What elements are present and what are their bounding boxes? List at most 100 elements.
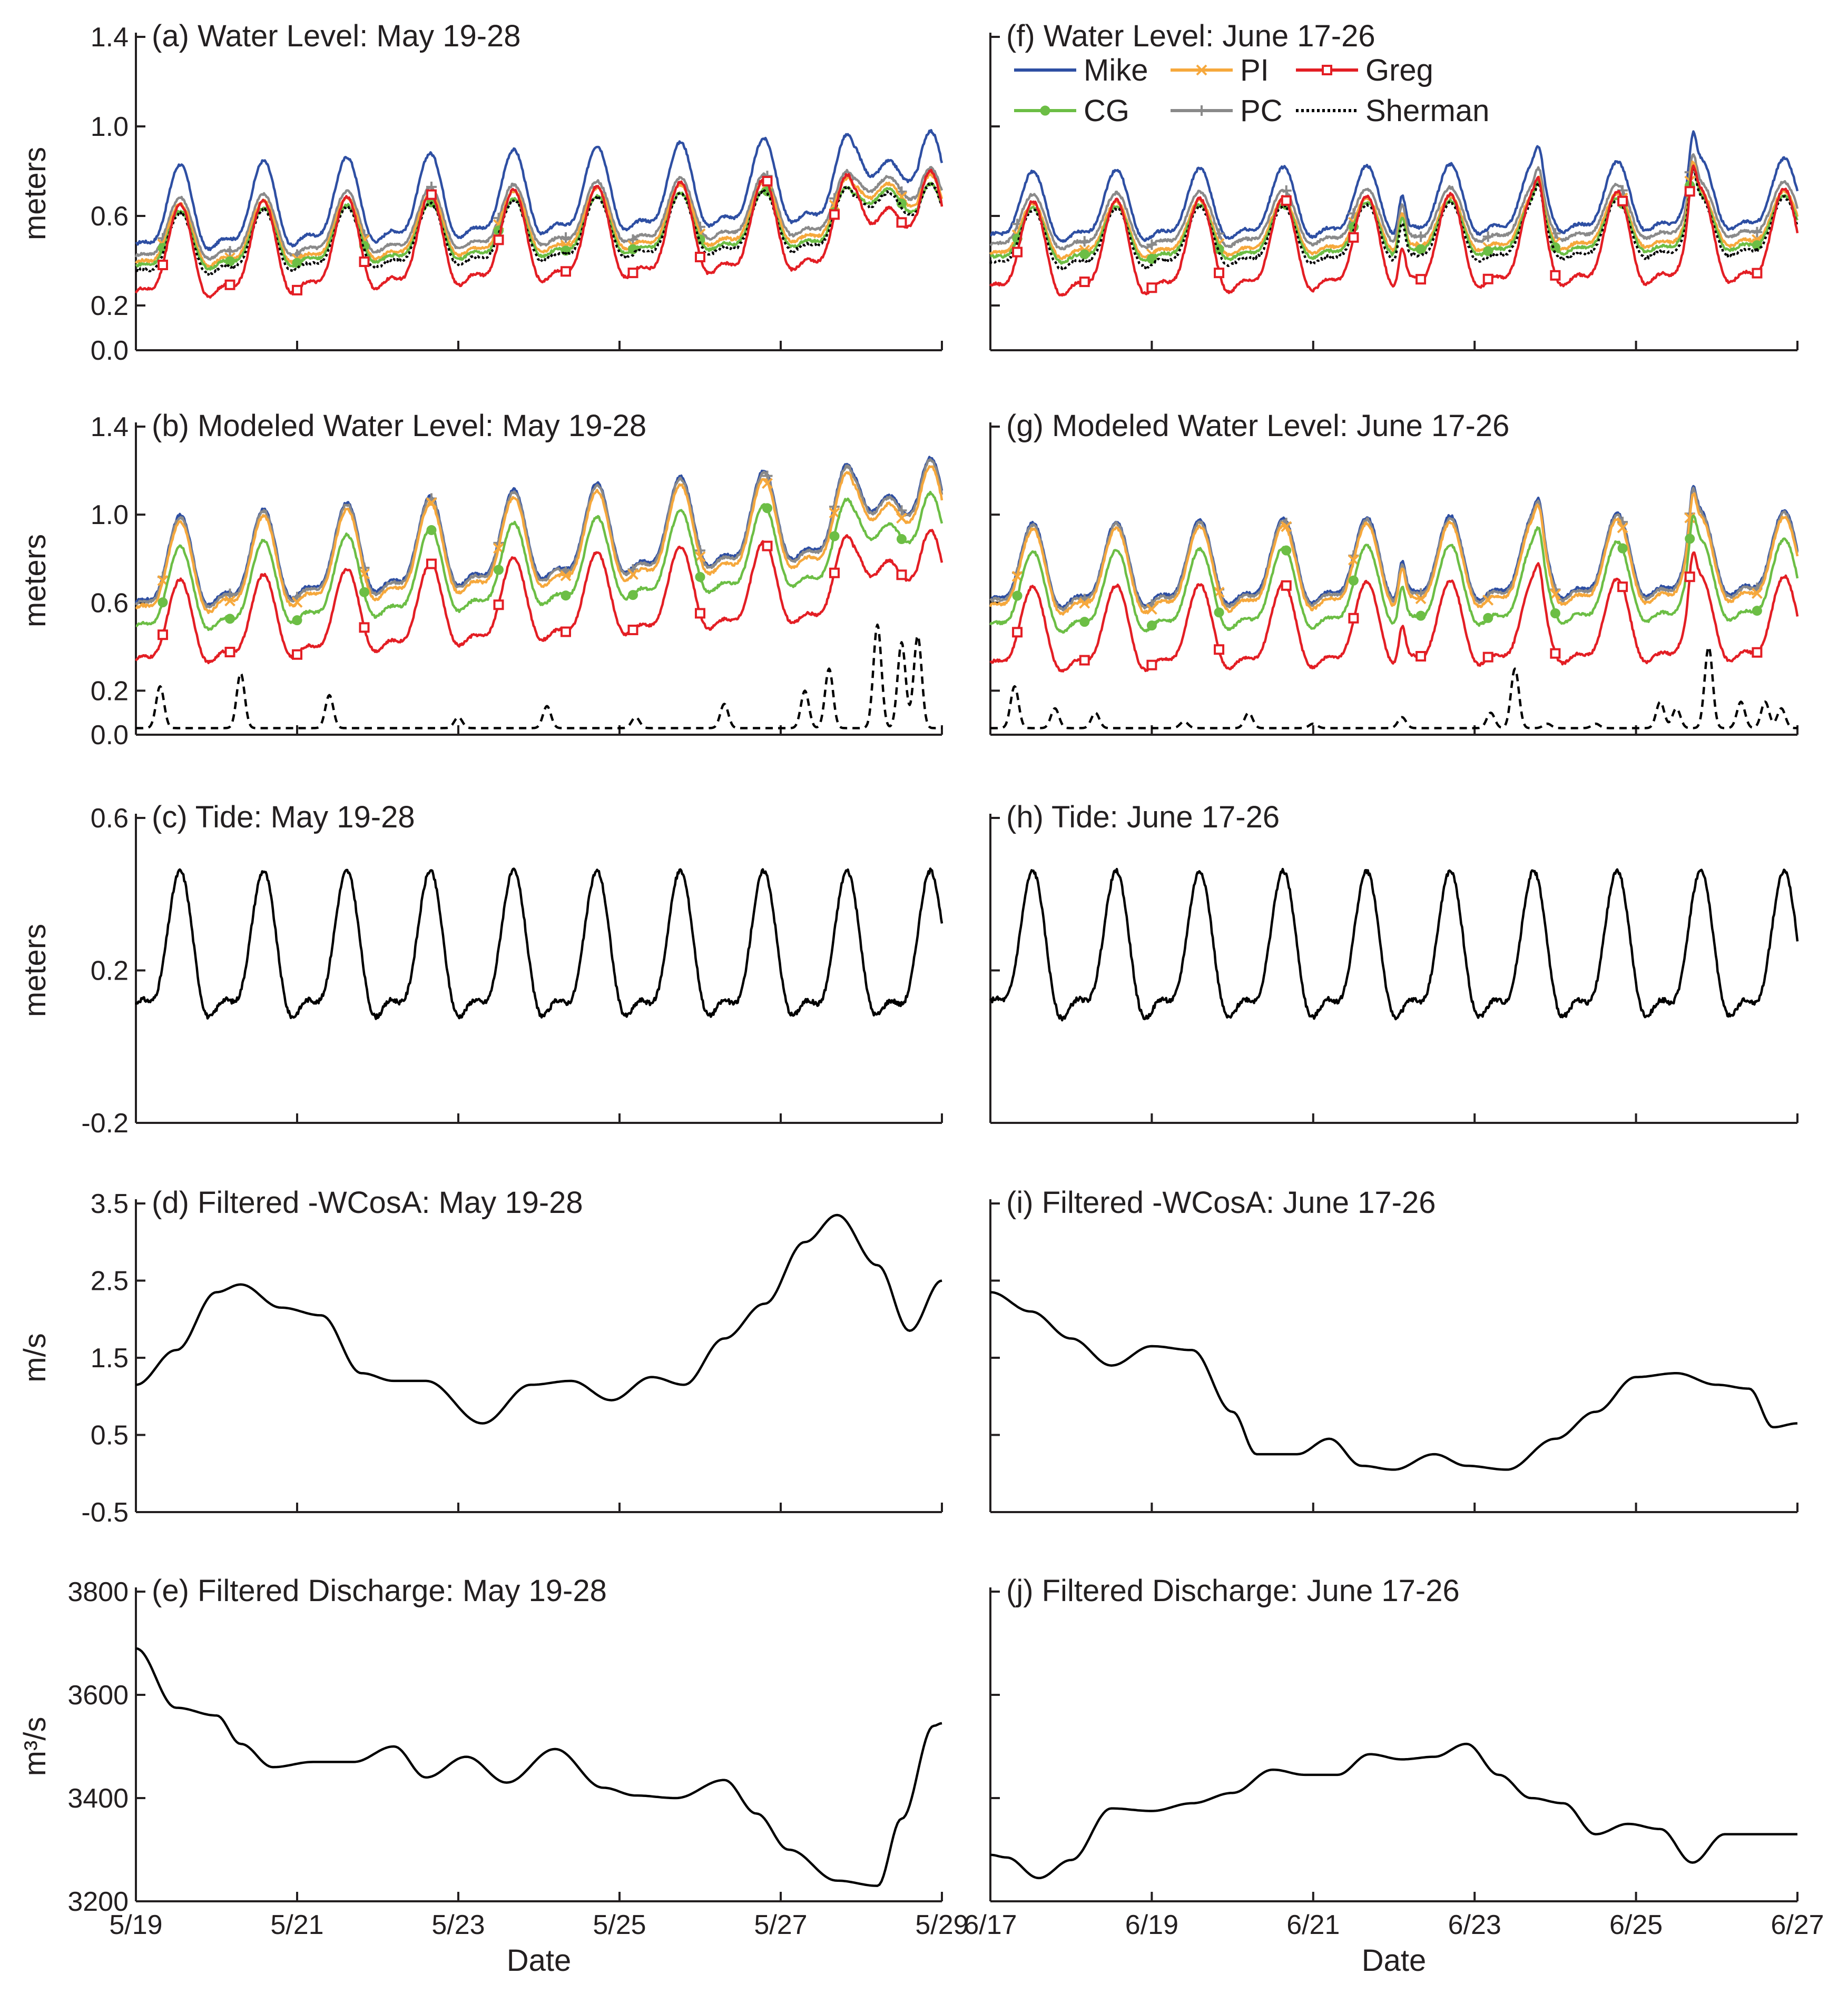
panel-title: (c) Tide: May 19-28: [152, 800, 415, 834]
series-point-greg: [1079, 655, 1090, 666]
legend-marker: [1196, 64, 1207, 76]
panel-title: (g) Modeled Water Level: June 17-26: [1006, 409, 1509, 443]
series-line-sherman: [990, 645, 1798, 729]
series-line-tide: [134, 867, 943, 1020]
series-point-pc: [1416, 588, 1427, 599]
series-point-greg: [1617, 581, 1628, 593]
series-point-cg: [1752, 606, 1762, 616]
series-point-pi: [896, 512, 907, 524]
x-tick-label: 6/21: [1286, 1910, 1340, 1940]
series-point-greg: [1214, 268, 1225, 279]
x-tick-label: 6/17: [964, 1910, 1017, 1940]
series-point-greg: [896, 217, 907, 228]
series-point-pc: [1482, 231, 1493, 242]
series-point-greg: [762, 540, 773, 551]
series-point-pc: [896, 505, 907, 516]
legend-marker: [1040, 105, 1050, 116]
legend-item-sherman: Sherman: [1296, 94, 1489, 128]
legend: Mike PI Greg CG PC Sherman: [1014, 53, 1489, 128]
series-line-discharge: [135, 1647, 942, 1887]
panel-title: (j) Filtered Discharge: June 17-26: [1006, 1574, 1460, 1608]
series-line-greg: [135, 529, 943, 665]
series-point-greg: [829, 567, 840, 578]
series-point-cg: [359, 587, 369, 597]
y-tick-label: -0.2: [81, 1108, 129, 1139]
series-point-pi: [762, 478, 773, 489]
x-tick-label: 5/19: [109, 1910, 162, 1940]
series-point-greg: [1416, 651, 1427, 662]
panel-i: (i) Filtered -WCosA: June 17-26: [989, 1186, 1798, 1513]
series-line--wcosa: [135, 1213, 942, 1425]
series-point-greg: [1281, 580, 1292, 591]
y-tick-label: 3.5: [91, 1189, 129, 1219]
legend-item-mike: Mike: [1014, 53, 1148, 87]
panel-title: (i) Filtered -WCosA: June 17-26: [1006, 1186, 1436, 1220]
series-point-pi: [1415, 593, 1427, 605]
panel-title: (a) Water Level: May 19-28: [152, 19, 521, 53]
legend-label: Sherman: [1365, 94, 1489, 128]
panel-h: (h) Tide: June 17-26: [989, 800, 1799, 1124]
y-tick-label: 0.6: [91, 201, 129, 232]
y-tick-label: 0.5: [91, 1420, 129, 1451]
series-point-cg: [1348, 575, 1359, 586]
series-point-pi: [1549, 588, 1561, 600]
panel-g: (g) Modeled Water Level: June 17-26: [989, 409, 1799, 736]
y-tick-label: 3400: [67, 1783, 129, 1814]
series-point-pi: [1751, 588, 1763, 599]
series-point-cg: [1685, 534, 1695, 544]
series-point-greg: [1752, 268, 1763, 279]
series-point-cg: [628, 244, 638, 254]
legend-item-greg: Greg: [1296, 53, 1433, 87]
series-point-greg: [1482, 273, 1493, 284]
panel-a: 0.0 0.2 0.6 1.0 1.4 meters (a) Water Level: Ma…: [18, 19, 943, 366]
series-point-greg: [1012, 627, 1023, 638]
y-axis-title: meters: [18, 534, 52, 627]
series-point-cg: [1012, 590, 1023, 601]
y-tick-label: 1.4: [91, 22, 129, 53]
panel-title: (b) Modeled Water Level: May 19-28: [152, 409, 646, 443]
series-point-cg: [1483, 613, 1493, 623]
series-line-pi: [135, 465, 943, 615]
legend-marker: [1196, 105, 1207, 116]
panel-title: (f) Water Level: June 17-26: [1006, 19, 1375, 53]
legend-marker: [1322, 65, 1332, 75]
series-point-cg: [292, 258, 302, 268]
y-tick-label: 3600: [67, 1680, 129, 1711]
series-point-pc: [1079, 236, 1090, 247]
panel-title: (d) Filtered -WCosA: May 19-28: [152, 1186, 583, 1220]
series-point-pi: [1281, 521, 1292, 532]
x-tick-label: 5/23: [431, 1910, 485, 1940]
x-tick-label: 6/27: [1771, 1910, 1824, 1940]
series-line-pi: [989, 160, 1799, 261]
series-point-greg: [695, 251, 705, 262]
y-tick-label: 1.5: [91, 1343, 129, 1374]
series-point-greg: [224, 647, 235, 658]
y-axis-title: meters: [18, 924, 52, 1017]
series-point-greg: [627, 268, 638, 279]
series-line--wcosa: [990, 1291, 1798, 1471]
series-point-greg: [426, 558, 437, 569]
series-point-cg: [1550, 608, 1560, 618]
series-point-greg: [627, 625, 638, 636]
series-line-mike: [135, 129, 943, 251]
series-point-greg: [1684, 186, 1695, 197]
series-line-greg: [989, 551, 1799, 673]
series-point-cg: [225, 256, 235, 266]
series-point-pc: [224, 588, 235, 599]
x-tick-label: 5/27: [754, 1910, 807, 1940]
series-point-pi: [1079, 597, 1090, 609]
series-point-pi: [1617, 522, 1628, 534]
x-tick-label: 6/25: [1609, 1910, 1663, 1940]
y-tick-label: 0.0: [91, 720, 129, 751]
series-point-greg: [493, 599, 504, 610]
series-line-pi: [989, 492, 1799, 616]
series-point-pi: [426, 497, 437, 509]
y-tick-label: 1.4: [91, 412, 129, 442]
series-point-cg: [1483, 246, 1493, 256]
x-tick-label: 5/29: [915, 1910, 968, 1940]
series-point-greg: [1752, 647, 1763, 658]
y-tick-label: 1.0: [91, 112, 129, 142]
series-line-mike: [990, 130, 1799, 243]
series-point-greg: [1146, 282, 1157, 293]
